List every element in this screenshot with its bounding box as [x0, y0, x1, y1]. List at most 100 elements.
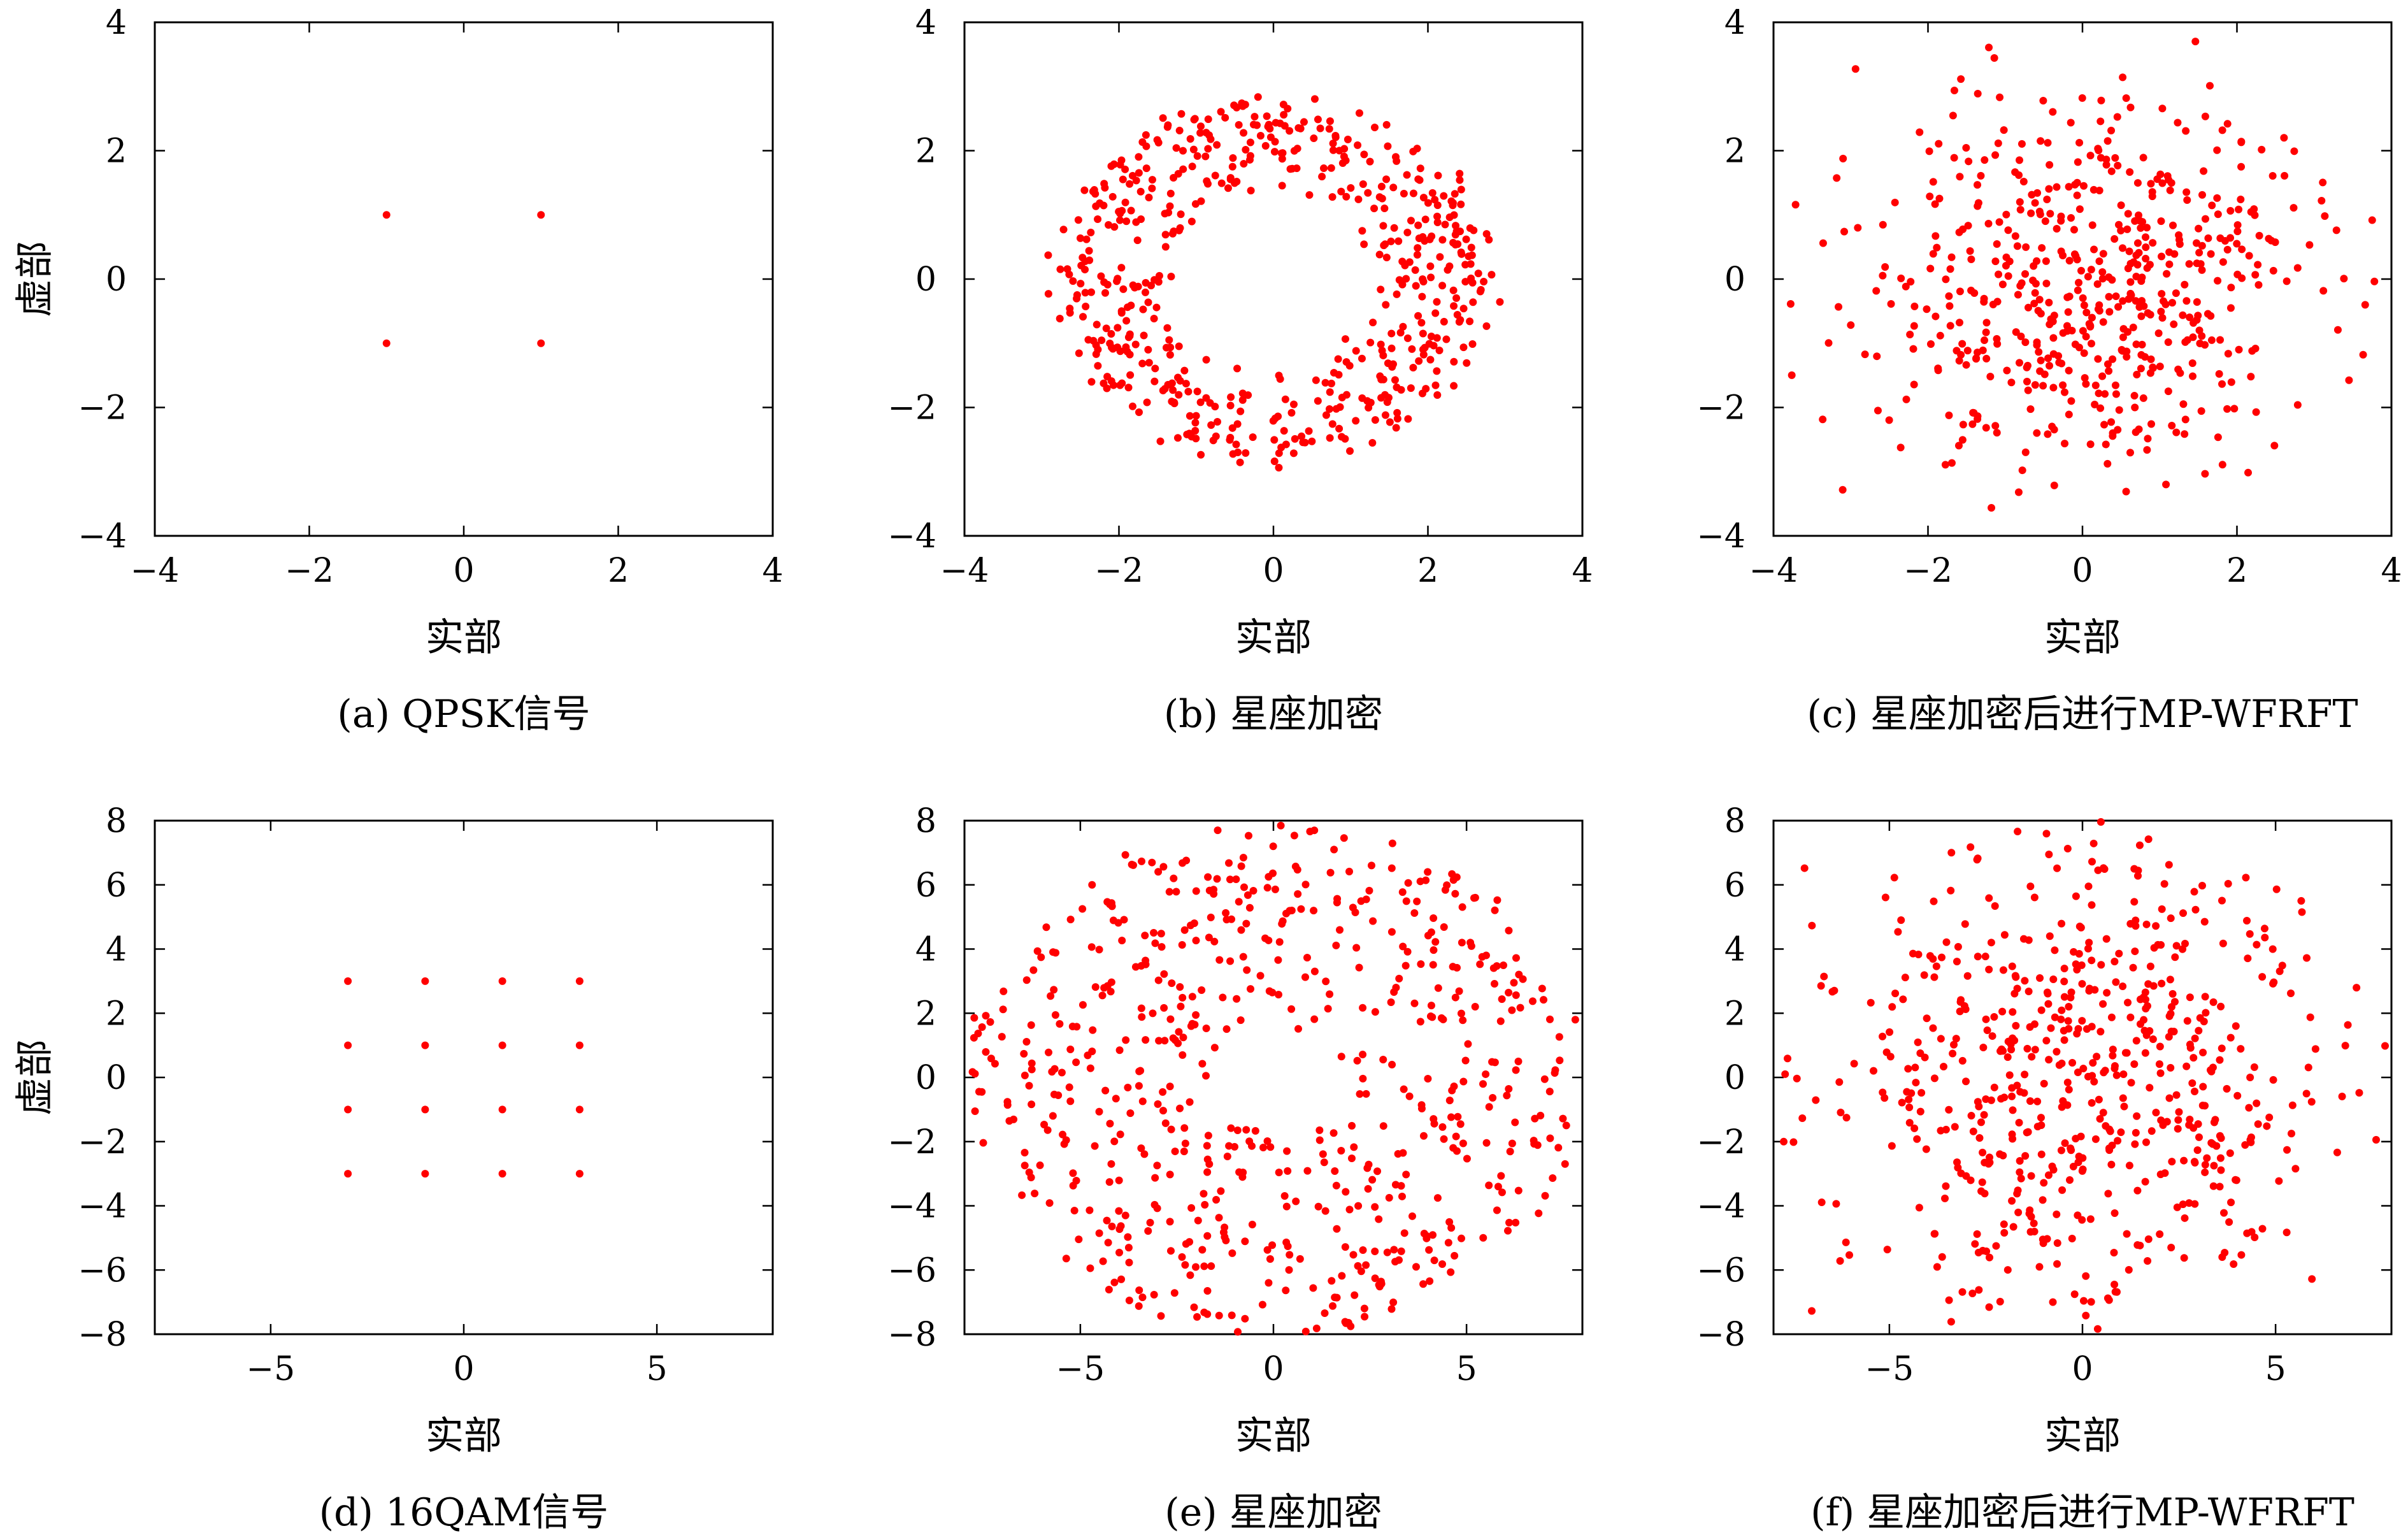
scatter-point	[1937, 1126, 1945, 1135]
scatter-point	[1362, 1090, 1370, 1098]
scatter-point	[2082, 1025, 2091, 1033]
scatter-point	[1178, 1253, 1186, 1261]
scatter-point	[2137, 364, 2145, 373]
scatter-point	[1508, 1139, 1516, 1148]
scatter-point	[1399, 942, 1407, 951]
scatter-point	[2270, 442, 2279, 450]
scatter-point	[1819, 239, 1827, 247]
scatter-point	[1115, 1176, 1123, 1184]
scatter-point	[1933, 1263, 1941, 1271]
scatter-point	[2223, 245, 2232, 254]
scatter-point	[1175, 342, 1183, 350]
scatter-point	[2126, 259, 2135, 268]
scatter-point	[1920, 971, 1928, 979]
scatter-point	[1403, 171, 1411, 179]
scatter-point	[344, 1170, 352, 1178]
scatter-point	[1906, 330, 1914, 338]
scatter-point	[2182, 1062, 2191, 1070]
scatter-point	[1500, 961, 1508, 970]
scatter-point	[2099, 1109, 2107, 1117]
scatter-point	[1842, 1238, 1850, 1246]
scatter-point	[1346, 447, 1354, 455]
scatter-point	[2150, 944, 2158, 952]
scatter-point	[1191, 419, 1200, 427]
scatter-point	[1080, 186, 1089, 194]
scatter-point	[1182, 380, 1190, 388]
scatter-point	[1354, 141, 1362, 149]
scatter-point	[2332, 226, 2340, 234]
y-axis-title: 虚部	[13, 241, 57, 317]
scatter-point	[2201, 1161, 2209, 1169]
scatter-point	[1119, 175, 1127, 184]
scatter-point	[1888, 1003, 1896, 1011]
scatter-point	[2133, 872, 2142, 880]
scatter-point	[1911, 1063, 1919, 1072]
scatter-point	[1150, 315, 1158, 323]
scatter-point	[1411, 266, 1419, 274]
x-tick-label: 5	[2265, 1350, 2286, 1388]
scatter-point	[1282, 440, 1290, 449]
scatter-point	[2250, 1063, 2258, 1071]
scatter-point	[575, 977, 584, 985]
scatter-point	[1275, 449, 1283, 457]
scatter-point	[2036, 974, 2044, 982]
scatter-point	[1203, 177, 1211, 185]
scatter-point	[1983, 1026, 1991, 1035]
scatter-point	[2166, 975, 2174, 984]
scatter-point	[2108, 276, 2116, 284]
scatter-point	[1932, 962, 1940, 970]
scatter-point	[2109, 1046, 2117, 1054]
scatter-point	[2195, 248, 2204, 257]
scatter-series	[344, 977, 584, 1178]
scatter-point	[2244, 468, 2253, 477]
scatter-point	[1045, 1199, 1054, 1207]
scatter-point	[2268, 171, 2277, 180]
scatter-point	[2057, 1146, 2065, 1155]
scatter-point	[2210, 1162, 2218, 1170]
scatter-point	[1977, 1118, 1985, 1126]
scatter-point	[1287, 408, 1296, 417]
scatter-point	[2037, 137, 2045, 145]
scatter-point	[1073, 1023, 1081, 1031]
scatter-point	[2045, 298, 2053, 306]
scatter-point	[1090, 186, 1098, 194]
scatter-point	[1497, 1172, 1505, 1180]
scatter-point	[1840, 227, 1849, 236]
scatter-point	[2214, 433, 2222, 442]
scatter-point	[1371, 416, 1379, 424]
scatter-point	[2079, 1297, 2088, 1305]
y-tick-label: 2	[1724, 995, 1745, 1033]
scatter-point	[1438, 282, 1447, 290]
scatter-point	[2246, 1136, 2254, 1144]
scatter-point	[2142, 920, 2151, 928]
scatter-point	[1961, 920, 1969, 928]
scatter-point	[1461, 278, 1470, 286]
scatter-point	[2147, 355, 2155, 363]
scatter-point	[1424, 868, 1432, 876]
scatter-point	[2099, 1000, 2107, 1008]
scatter-point	[1263, 112, 1271, 120]
x-axis-title: 实部	[426, 615, 502, 660]
scatter-point	[2133, 179, 2142, 187]
scatter-point	[1284, 1242, 1292, 1251]
scatter-point	[2158, 104, 2167, 113]
scatter-point	[2112, 292, 2120, 300]
scatter-point	[2089, 839, 2098, 847]
scatter-point	[2290, 147, 2298, 155]
scatter-point	[1402, 275, 1410, 283]
scatter-point	[2059, 251, 2067, 259]
scatter-point	[1256, 132, 1265, 140]
scatter-point	[1974, 181, 1982, 189]
scatter-point	[2260, 925, 2268, 933]
scatter-point	[537, 339, 545, 347]
scatter-point	[1117, 264, 1126, 272]
scatter-point	[2306, 1013, 2314, 1021]
scatter-point	[1245, 903, 1254, 912]
scatter-point	[1440, 317, 1448, 326]
scatter-point	[1453, 311, 1461, 319]
scatter-point	[2201, 112, 2209, 120]
scatter-point	[1540, 996, 1548, 1004]
scatter-point	[1505, 988, 1513, 997]
scatter-point	[2293, 264, 2302, 272]
scatter-point	[2227, 284, 2235, 292]
